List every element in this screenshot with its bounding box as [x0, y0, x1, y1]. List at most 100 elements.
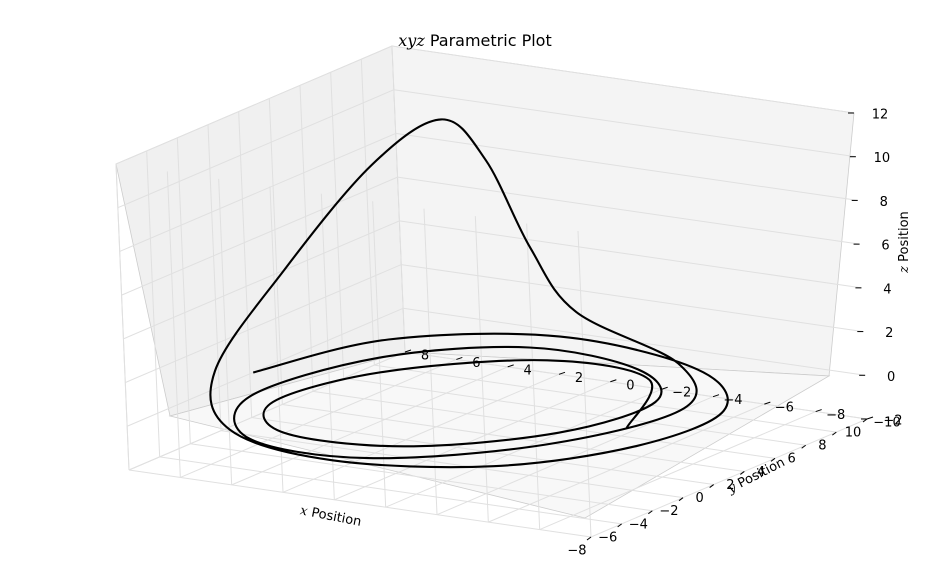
x-tick [770, 457, 776, 462]
y-tick [610, 379, 617, 383]
y-tick [764, 401, 771, 405]
z-grid-back-right [397, 176, 860, 245]
y-grid-back [474, 216, 489, 523]
axis-panes [115, 45, 855, 519]
x-grid-floor [312, 390, 776, 459]
y-tick-label: −2 [672, 386, 691, 401]
y-grid-floor [282, 373, 560, 493]
y-tick-label: 6 [472, 356, 480, 371]
x-grid-back [268, 98, 283, 405]
y-grid-floor [590, 418, 868, 538]
y-tick-label: −8 [826, 408, 845, 423]
y-tick [815, 409, 822, 413]
y-grid-back [218, 178, 233, 485]
z-grid-back-left [125, 264, 402, 384]
y-tick [456, 356, 463, 360]
x-grid-floor [343, 377, 806, 446]
z-grid-back-right [401, 264, 864, 333]
x-grid-floor [128, 469, 592, 538]
y-grid-back [372, 201, 387, 508]
x-tick-label: −4 [629, 517, 648, 532]
y-tick [661, 386, 668, 390]
x-tick-label: 0 [696, 491, 704, 506]
x-tick [617, 523, 622, 528]
z-grid-back-left [126, 307, 404, 427]
tick-marks [404, 112, 874, 541]
y-grid-back [526, 223, 541, 530]
x-grid-floor [220, 430, 684, 499]
x-grid-floor [159, 456, 622, 525]
x-grid-floor [374, 364, 837, 433]
z-axis-label: z Position [897, 211, 912, 274]
z-grid-back-left [123, 220, 400, 340]
x-grid-back [146, 150, 161, 457]
chart-title: xyz Parametric Plot [398, 31, 551, 50]
x-grid-back [176, 137, 191, 444]
x-tick [832, 431, 837, 436]
x-tick [678, 497, 684, 502]
x-grid-back [238, 111, 253, 418]
z-grid-back-left [128, 351, 406, 471]
y-tick-label: −6 [775, 401, 794, 416]
z-grid-back-right [395, 132, 858, 201]
x-grid-back [330, 72, 345, 379]
x-grid-back [207, 124, 222, 431]
z-grid-back-right [393, 89, 856, 158]
x-grid-back [360, 59, 375, 366]
y-grid-back [115, 163, 130, 471]
y-tick-label: 8 [421, 349, 429, 364]
y-grid-back [423, 208, 438, 515]
x-grid-back [299, 85, 314, 392]
z-tick-label: 8 [880, 195, 888, 210]
y-tick [404, 349, 412, 353]
x-tick-label: 8 [818, 439, 826, 454]
grid-lines [115, 45, 868, 538]
y-grid-floor [539, 411, 816, 531]
x-tick [709, 484, 714, 488]
z-grid-back-right [399, 220, 862, 289]
z-grid-back-left [119, 132, 396, 252]
y-tick [866, 416, 874, 420]
x-tick [648, 510, 653, 515]
x-tick [740, 471, 745, 475]
x-tick-label: −6 [598, 530, 617, 545]
y-grid-floor [180, 358, 457, 478]
z-tick-label: 0 [887, 370, 895, 385]
x-grid-floor [282, 403, 745, 472]
y-tick-label: 0 [626, 378, 634, 393]
y-grid-floor [488, 403, 765, 523]
x-tick [586, 536, 592, 541]
x-tick-label: −8 [567, 544, 586, 559]
x-grid-floor [251, 417, 714, 486]
y-grid-back [166, 171, 181, 478]
x-tick-label: −2 [659, 504, 678, 519]
y-tick-label: −10 [873, 416, 900, 431]
z-tick-label: 12 [872, 108, 889, 123]
y-tick-label: −4 [723, 393, 742, 408]
x-axis-label: x Position [299, 503, 363, 530]
y-grid-floor [334, 381, 611, 501]
y-tick [558, 371, 566, 375]
z-tick-label: 2 [885, 326, 893, 341]
floor-pane [168, 351, 831, 519]
z-tick-label: −2 [883, 414, 902, 429]
x-tick-label: 10 [845, 426, 862, 441]
y-tick [507, 364, 514, 368]
z-grid-back-left [121, 176, 398, 296]
z-tick-label: 4 [883, 282, 891, 297]
y-tick [712, 394, 720, 398]
tick-labels: −8 −6 −4 −2 0 2 4 6 8 10 −10 −8 −6 −4 −2 0 2 4 6 8 −2 0 2 4 6 8 10… [421, 108, 903, 559]
z-tick-label: 10 [874, 151, 891, 166]
y-grid-back [577, 230, 592, 538]
z-tick-label: 6 [881, 239, 889, 254]
z-grid-back-right [391, 45, 855, 114]
y-grid-floor [231, 366, 508, 486]
series-line [209, 118, 729, 469]
x-tick [801, 444, 806, 449]
y-grid-back [320, 193, 335, 500]
x-tick-label: 6 [788, 452, 796, 467]
y-tick-label: 4 [524, 363, 532, 378]
x-tick-label: 2 [726, 478, 734, 493]
x-tick-label: 4 [757, 465, 765, 480]
